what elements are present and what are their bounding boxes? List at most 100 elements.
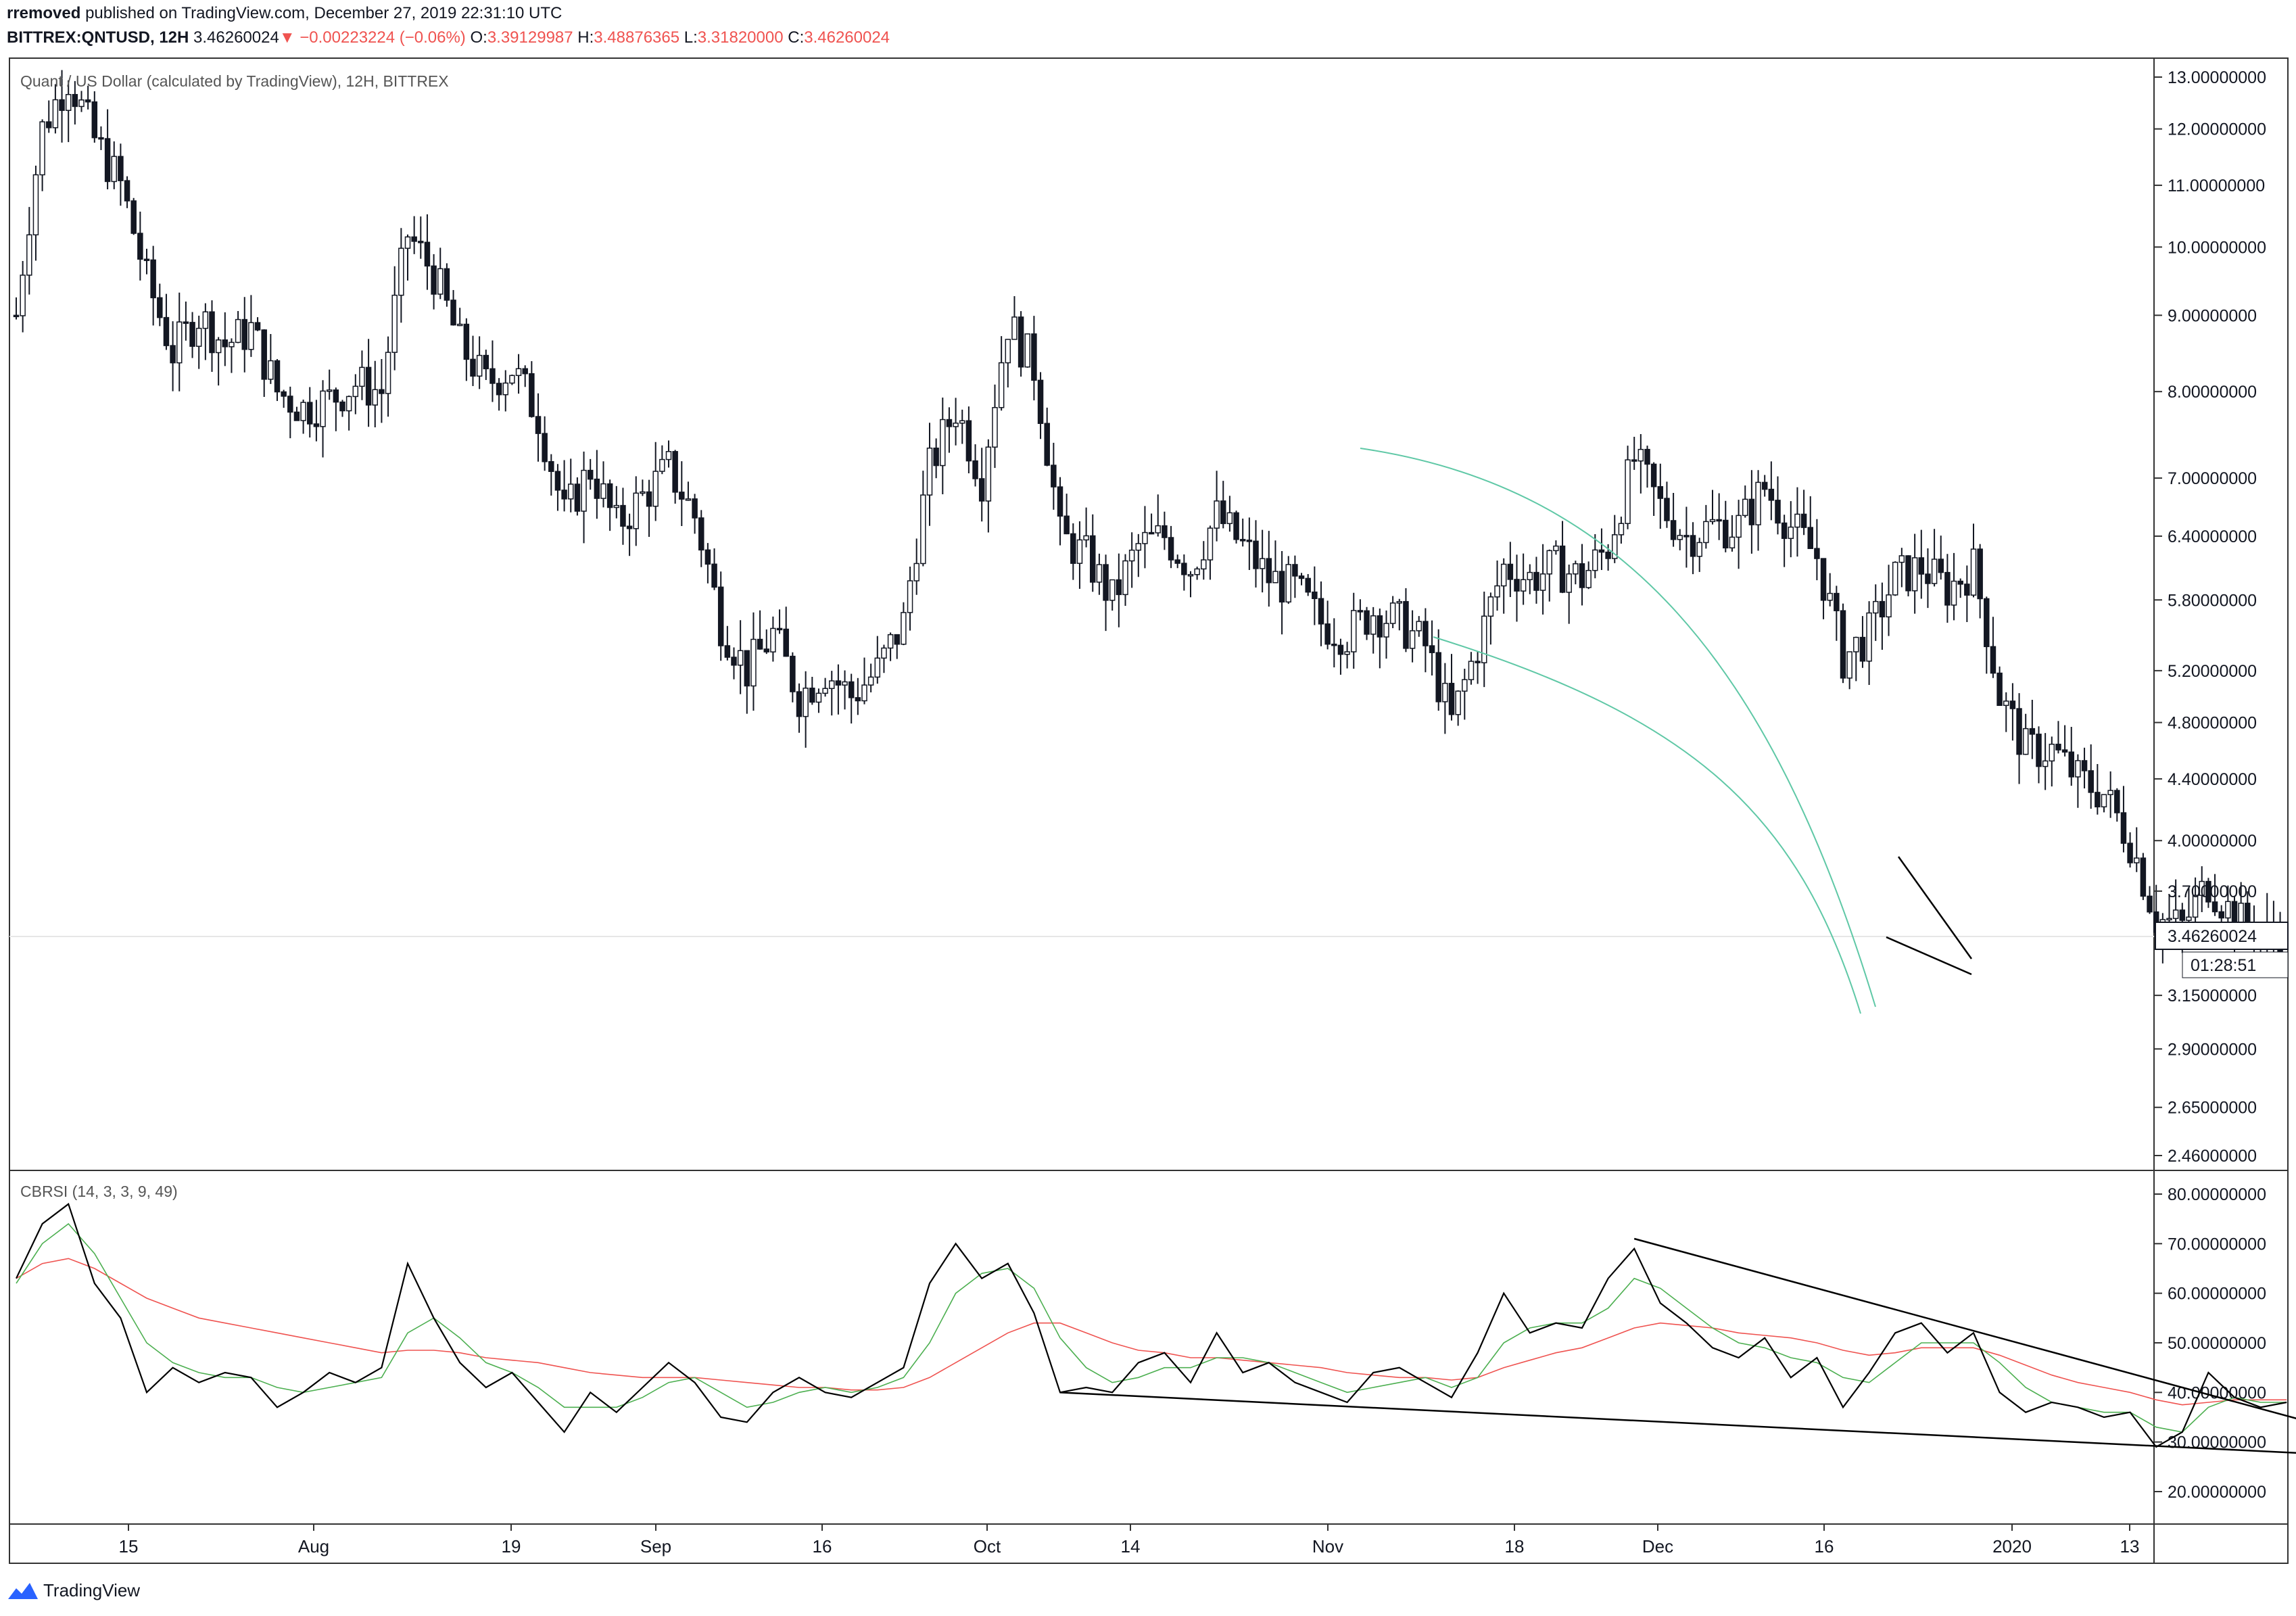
- candle-body: [1063, 515, 1070, 535]
- candle-body: [1612, 534, 1618, 559]
- price-tick-label: 5.80000000: [2168, 591, 2257, 610]
- candle-body: [183, 321, 189, 324]
- arc-channel-upper: [1360, 448, 1876, 1007]
- candle-body: [1566, 573, 1572, 593]
- candle-body: [1827, 592, 1833, 601]
- candle-body: [313, 423, 320, 427]
- candle-body: [1181, 563, 1187, 575]
- candle-body: [411, 236, 417, 242]
- time-tick-label: Oct: [974, 1536, 1001, 1556]
- candle-body: [1514, 579, 1520, 592]
- candle-body: [992, 407, 998, 448]
- publish-info: rremoved published on TradingView.com, D…: [7, 4, 562, 23]
- candle-body: [1546, 550, 1552, 575]
- candle-body: [1768, 488, 1775, 501]
- candle-body: [254, 322, 261, 331]
- candle-body: [1142, 531, 1148, 544]
- symbol-label: BITTREX:QNTUSD, 12H: [7, 28, 189, 47]
- candle-body: [431, 265, 437, 295]
- candle-body: [496, 383, 502, 396]
- candle-body: [920, 494, 926, 565]
- candle-body: [1239, 539, 1246, 542]
- candle-body: [535, 416, 542, 434]
- candle-body: [587, 469, 594, 480]
- candle-body: [345, 396, 352, 412]
- candle-body: [946, 419, 953, 427]
- candle-body: [444, 268, 450, 301]
- tradingview-footer[interactable]: TradingView: [7, 1579, 140, 1602]
- candle-body: [1278, 571, 1285, 603]
- candle-body: [757, 638, 763, 650]
- candle-body: [241, 318, 247, 350]
- candle-body: [640, 491, 646, 494]
- author-name[interactable]: rremoved: [7, 4, 81, 22]
- candle-body: [85, 99, 91, 103]
- candle-body: [1814, 548, 1820, 559]
- candle-body: [1259, 558, 1266, 569]
- candle-body: [665, 451, 672, 460]
- candle-body: [1585, 569, 1592, 588]
- candle-body: [874, 657, 881, 678]
- candle-body: [59, 99, 65, 112]
- descending-wedge: [1886, 856, 1973, 976]
- candle-body: [1788, 526, 1794, 540]
- candle-body: [1083, 535, 1089, 541]
- candle-body: [672, 451, 678, 493]
- candle-body: [450, 300, 456, 326]
- candle-body: [1592, 549, 1598, 571]
- candle-body: [1116, 579, 1122, 596]
- candle-body: [118, 156, 124, 181]
- rsi-series: [16, 1202, 2287, 1448]
- candle-body: [1775, 500, 1781, 524]
- candle-body: [1155, 525, 1161, 533]
- candle-body: [157, 297, 163, 318]
- candle-body: [2061, 749, 2068, 753]
- time-axis[interactable]: 15 Aug 19 Sep 16 Oct 14 Nov 18 Dec 16 2020 13: [119, 1524, 2140, 1556]
- candle-body: [998, 362, 1005, 408]
- candle-body: [1481, 615, 1487, 663]
- candle-body: [1070, 533, 1076, 564]
- candle-body: [1429, 645, 1435, 653]
- candle-body: [522, 368, 528, 375]
- price-tick-label: 5.20000000: [2168, 662, 2257, 681]
- candle-body: [287, 396, 293, 413]
- candle-body: [2095, 792, 2101, 808]
- price-axis[interactable]: 13.00000000 12.00000000 11.00000000 10.0000…: [2154, 68, 2266, 1166]
- candle-body: [130, 200, 137, 234]
- rsi-tick-label: 20.00000000: [2168, 1483, 2266, 1502]
- candle-body: [1964, 584, 1970, 596]
- candle-body: [2029, 728, 2036, 735]
- candle-body: [2192, 895, 2199, 918]
- candle-body: [679, 492, 685, 500]
- candle-body: [1539, 573, 1546, 591]
- candle-body: [476, 354, 483, 377]
- candle-body: [1918, 557, 1925, 575]
- price-tag-box: [2155, 922, 2289, 950]
- candle-body: [202, 311, 209, 329]
- rsi-series-line: [16, 1202, 2287, 1448]
- candle-body: [1057, 486, 1063, 517]
- candle-body: [1298, 575, 1305, 579]
- tradingview-logo-icon: [8, 1583, 38, 1599]
- candle-body: [32, 174, 39, 236]
- candle-body: [404, 236, 411, 249]
- rsi-tick-label: 60.00000000: [2168, 1285, 2266, 1304]
- candle-body: [2022, 728, 2029, 755]
- candle-body: [1253, 540, 1259, 569]
- candle-body: [835, 680, 842, 686]
- candle-body: [901, 612, 907, 645]
- candle-body: [554, 471, 561, 491]
- candle-body: [176, 321, 183, 364]
- price-tick-label: 12.00000000: [2168, 120, 2266, 139]
- candle-body: [300, 402, 306, 421]
- candle-body: [1024, 333, 1030, 368]
- candle-body: [502, 382, 508, 396]
- candle-body: [1736, 515, 1742, 538]
- candle-body: [2114, 790, 2120, 813]
- price-pane-legend: Quant / US Dollar (calculated by Trading…: [20, 72, 449, 90]
- candle-body: [1500, 563, 1507, 587]
- rsi-axis[interactable]: 80.00000000 70.00000000 60.00000000 50.0000…: [2154, 1185, 2266, 1502]
- candle-body: [561, 490, 567, 500]
- candle-body: [326, 389, 333, 392]
